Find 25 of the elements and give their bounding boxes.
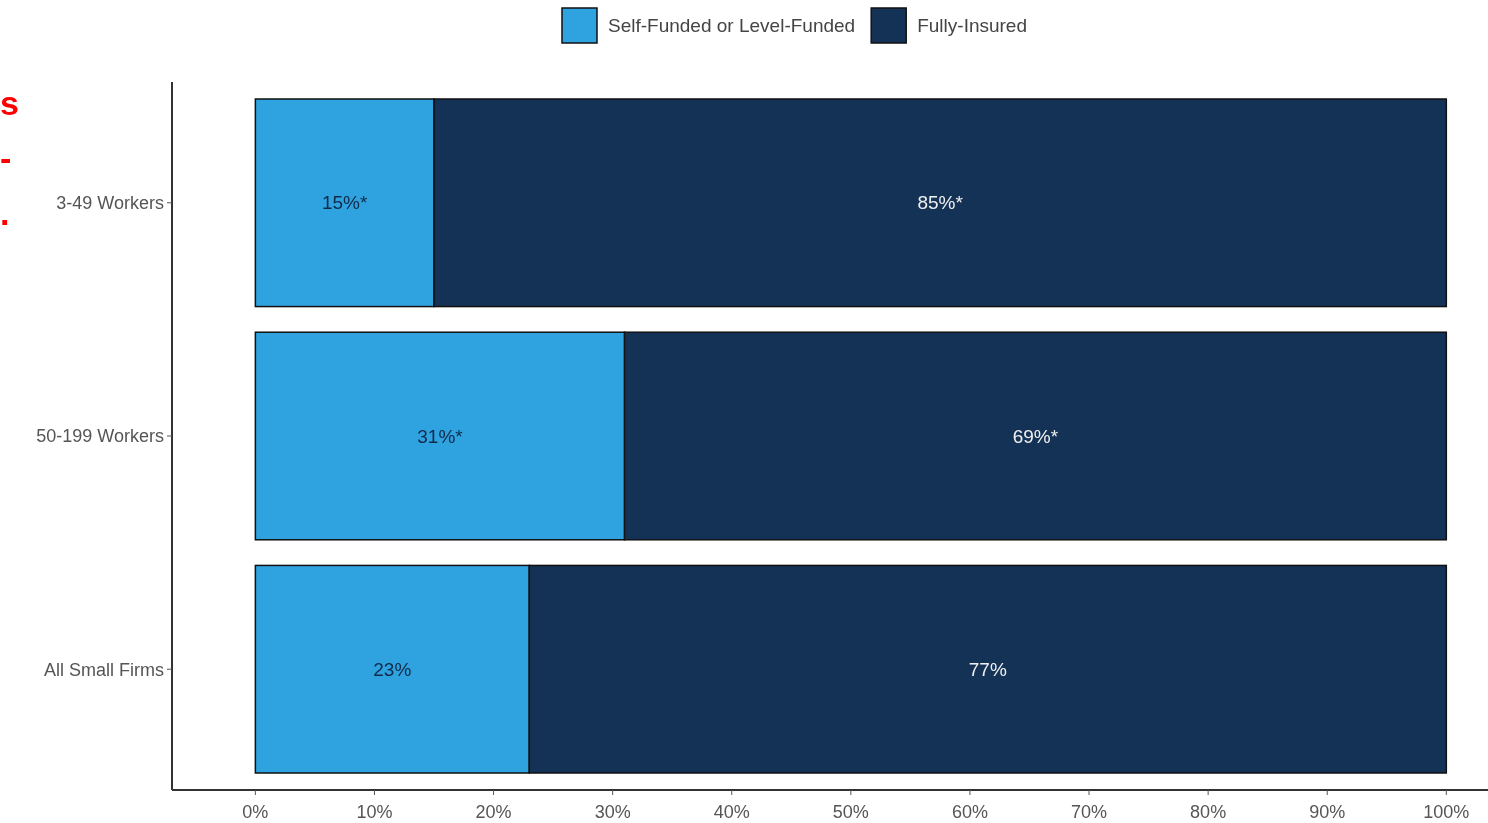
legend-label: Self-Funded or Level-Funded <box>608 14 856 36</box>
data-label: 69%* <box>1012 425 1059 447</box>
y-tick-label: All Small Firms <box>44 659 164 680</box>
x-tick-label: 0% <box>242 802 269 822</box>
x-tick-label: 90% <box>1309 802 1346 822</box>
x-tick-label: 10% <box>356 802 393 822</box>
data-label: 15%* <box>321 192 368 214</box>
x-tick-label: 100% <box>1423 802 1470 822</box>
x-tick-label: 60% <box>951 802 988 822</box>
data-label: 31%* <box>417 425 464 447</box>
x-tick-label: 40% <box>713 802 750 822</box>
data-label: 23% <box>373 658 412 680</box>
text: . <box>0 194 10 232</box>
legend-label: Fully-Insured <box>917 14 1028 36</box>
y-tick-label: 3-49 Workers <box>56 193 164 214</box>
data-label: 77% <box>968 658 1007 680</box>
x-tick-label: 20% <box>475 802 512 822</box>
text: - <box>0 139 12 177</box>
text: s <box>0 84 19 122</box>
x-tick-label: 80% <box>1190 802 1227 822</box>
x-tick-label: 70% <box>1071 802 1108 822</box>
x-tick-label: 30% <box>594 802 631 822</box>
x-tick-label: 50% <box>832 802 869 822</box>
data-label: 85%* <box>917 192 964 214</box>
y-tick-label: 50-199 Workers <box>36 426 164 447</box>
